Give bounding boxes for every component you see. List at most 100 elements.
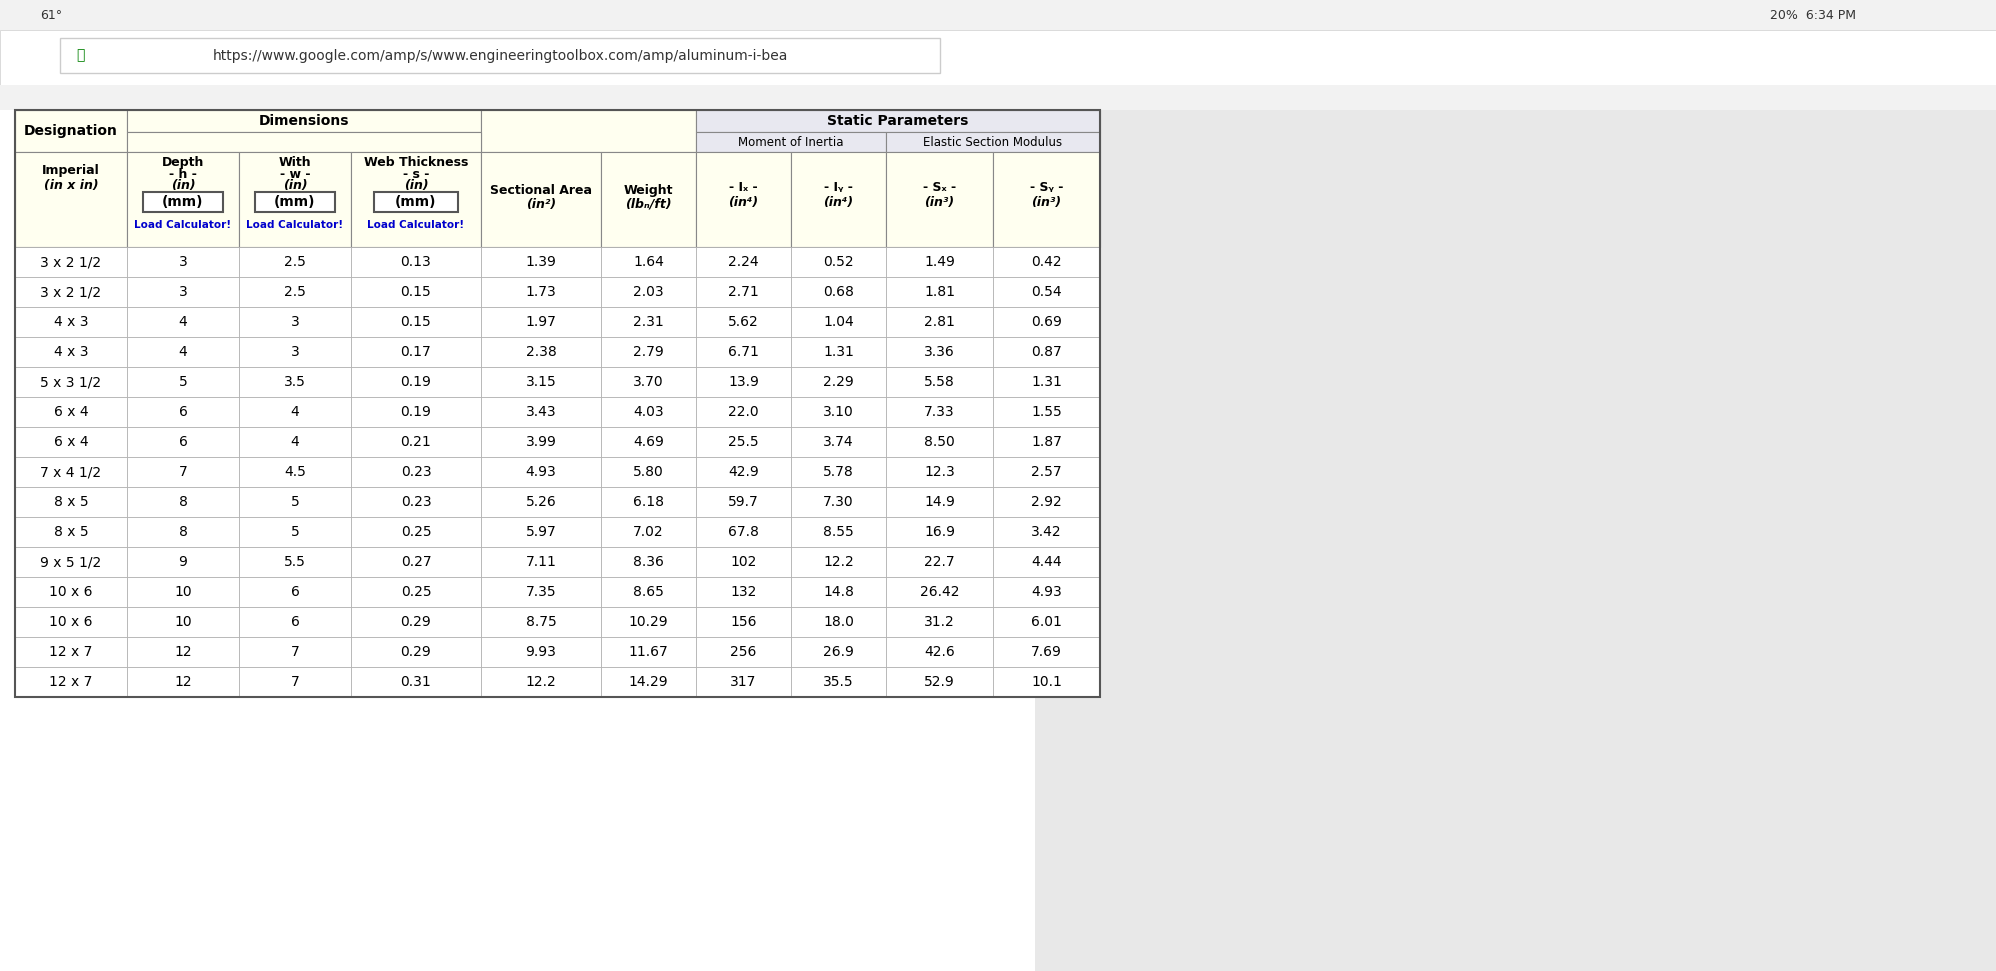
Bar — [886, 637, 992, 667]
Text: Imperial: Imperial — [42, 163, 100, 177]
Text: 0.29: 0.29 — [401, 645, 431, 659]
Bar — [601, 152, 697, 247]
Text: 6 x 4: 6 x 4 — [54, 435, 88, 449]
Bar — [481, 667, 601, 697]
Bar — [128, 427, 240, 457]
Bar — [240, 607, 351, 637]
Text: 12.2: 12.2 — [822, 555, 854, 569]
Bar — [992, 547, 1100, 577]
Text: 3: 3 — [291, 345, 299, 359]
Bar — [16, 110, 1100, 697]
Bar — [128, 307, 240, 337]
Bar — [351, 367, 481, 397]
Bar — [697, 397, 790, 427]
Text: 5: 5 — [178, 375, 188, 389]
Bar — [1036, 110, 1996, 971]
Text: 12 x 7: 12 x 7 — [50, 675, 92, 689]
Text: 4.44: 4.44 — [1032, 555, 1062, 569]
Text: 0.52: 0.52 — [822, 255, 854, 269]
Text: 4: 4 — [178, 345, 188, 359]
Bar — [481, 277, 601, 307]
Text: 2.5: 2.5 — [283, 255, 305, 269]
Text: 59.7: 59.7 — [729, 495, 758, 509]
Bar — [240, 152, 351, 247]
Bar — [16, 607, 128, 637]
Bar — [790, 547, 886, 577]
Bar — [351, 547, 481, 577]
Bar — [992, 337, 1100, 367]
Text: 0.15: 0.15 — [401, 315, 431, 329]
Text: 3.43: 3.43 — [525, 405, 557, 419]
Text: 6.18: 6.18 — [633, 495, 665, 509]
Bar — [128, 487, 240, 517]
Bar — [0, 0, 1996, 30]
Text: 3.5: 3.5 — [283, 375, 305, 389]
Bar — [16, 367, 128, 397]
Text: 9 x 5 1/2: 9 x 5 1/2 — [40, 555, 102, 569]
Bar — [601, 547, 697, 577]
Bar — [601, 307, 697, 337]
Bar — [128, 667, 240, 697]
Text: (in⁴): (in⁴) — [824, 195, 854, 209]
Text: 1.87: 1.87 — [1032, 435, 1062, 449]
Bar — [790, 577, 886, 607]
Text: 6: 6 — [291, 615, 299, 629]
Text: 1.64: 1.64 — [633, 255, 665, 269]
Text: 2.38: 2.38 — [525, 345, 557, 359]
Bar — [128, 637, 240, 667]
Text: 52.9: 52.9 — [924, 675, 954, 689]
Bar — [240, 247, 351, 277]
Text: 0.23: 0.23 — [401, 495, 431, 509]
Bar — [481, 517, 601, 547]
Text: 🔒: 🔒 — [76, 49, 84, 62]
Bar — [886, 337, 992, 367]
Text: 5.80: 5.80 — [633, 465, 665, 479]
Bar — [240, 277, 351, 307]
Text: 0.17: 0.17 — [401, 345, 431, 359]
Bar — [601, 337, 697, 367]
Text: 26.42: 26.42 — [920, 585, 960, 599]
Text: 0.68: 0.68 — [822, 285, 854, 299]
Bar — [601, 607, 697, 637]
Text: 0.19: 0.19 — [401, 375, 431, 389]
Bar — [601, 427, 697, 457]
Bar — [128, 110, 481, 132]
Text: (in²): (in²) — [525, 197, 557, 211]
Text: 5.97: 5.97 — [525, 525, 557, 539]
Bar — [992, 457, 1100, 487]
Bar — [128, 547, 240, 577]
Bar — [790, 487, 886, 517]
Text: 0.31: 0.31 — [401, 675, 431, 689]
Bar — [16, 307, 128, 337]
Bar — [128, 457, 240, 487]
Text: (in³): (in³) — [1032, 195, 1062, 209]
Text: 2.03: 2.03 — [633, 285, 665, 299]
Bar — [601, 577, 697, 607]
Text: Web Thickness: Web Thickness — [363, 155, 469, 169]
Bar — [481, 607, 601, 637]
Bar — [601, 487, 697, 517]
Text: Static Parameters: Static Parameters — [826, 114, 968, 128]
Bar — [790, 517, 886, 547]
Bar — [481, 367, 601, 397]
Bar — [240, 547, 351, 577]
Text: 7.02: 7.02 — [633, 525, 665, 539]
Text: 31.2: 31.2 — [924, 615, 954, 629]
Bar — [697, 307, 790, 337]
Text: 10 x 6: 10 x 6 — [50, 615, 92, 629]
Text: Elastic Section Modulus: Elastic Section Modulus — [924, 136, 1062, 149]
Bar — [240, 337, 351, 367]
Text: 1.49: 1.49 — [924, 255, 954, 269]
Bar — [886, 132, 1100, 152]
Text: 11.67: 11.67 — [629, 645, 669, 659]
Bar — [240, 367, 351, 397]
Bar — [16, 427, 128, 457]
Text: 3.99: 3.99 — [525, 435, 557, 449]
Text: 20%  6:34 PM: 20% 6:34 PM — [1770, 9, 1856, 21]
Text: - Iₓ -: - Iₓ - — [729, 181, 758, 193]
Text: 1.31: 1.31 — [1032, 375, 1062, 389]
Text: 4: 4 — [291, 435, 299, 449]
Bar — [790, 337, 886, 367]
Text: 156: 156 — [731, 615, 756, 629]
Bar — [481, 487, 601, 517]
